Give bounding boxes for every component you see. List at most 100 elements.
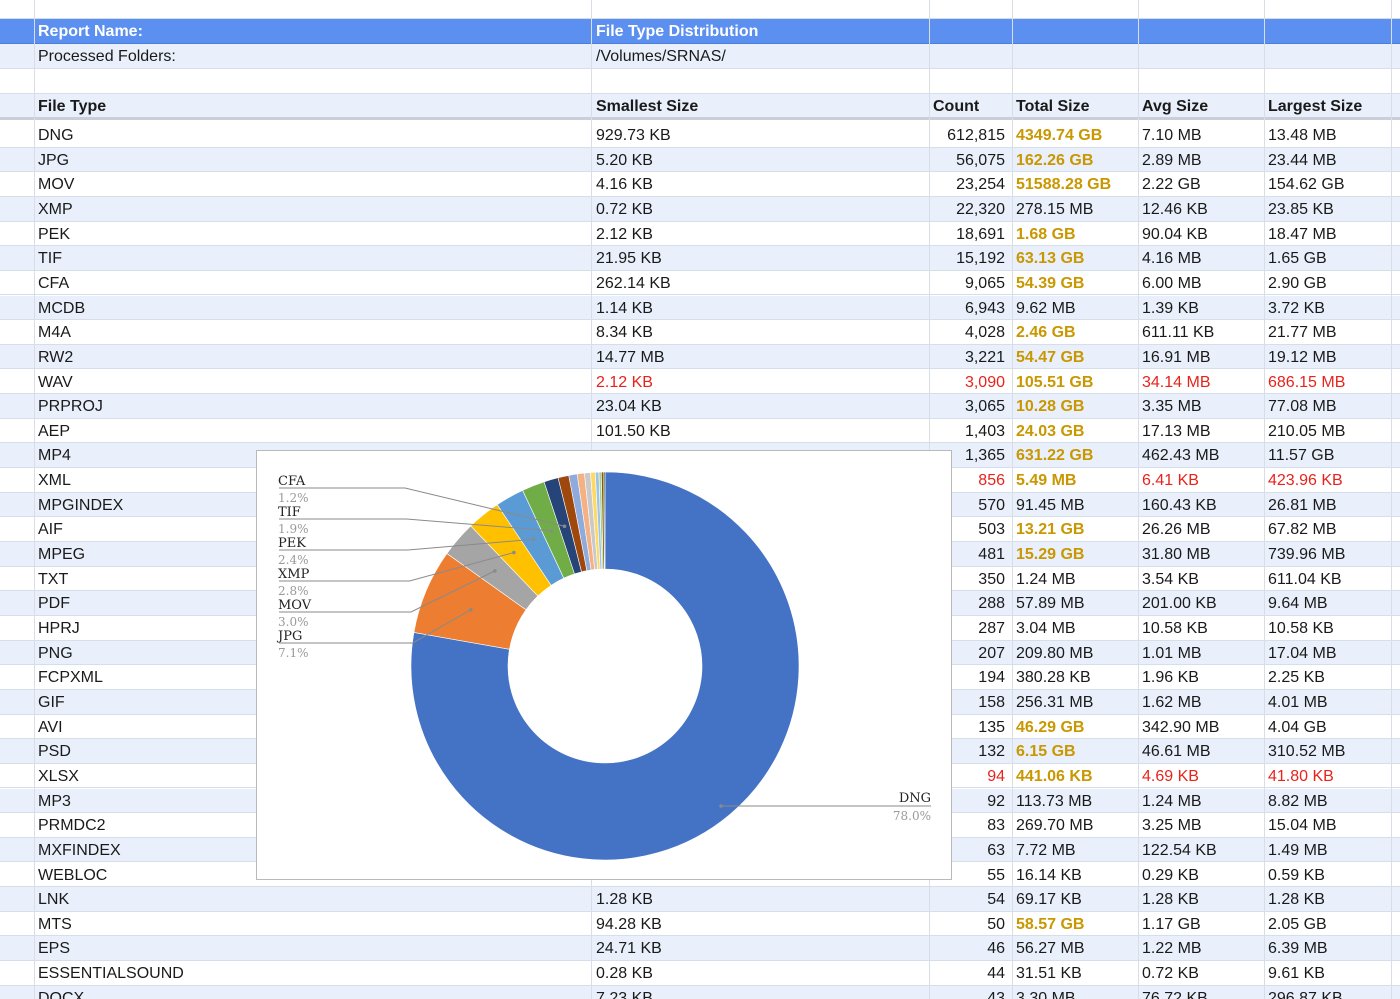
- table-row[interactable]: WEBLOC 55 16.14 KB 0.29 KB 0.59 KB: [0, 863, 1400, 888]
- col-header-largest-size[interactable]: Largest Size: [1268, 98, 1363, 115]
- largest-size-cell[interactable]: 23.85 KB: [1268, 200, 1334, 218]
- count-cell[interactable]: 503: [978, 521, 1005, 539]
- total-size-cell[interactable]: 54.39 GB: [1016, 274, 1085, 292]
- table-row[interactable]: LNK 1.28 KB 54 69.17 KB 1.28 KB 1.28 KB: [0, 887, 1400, 912]
- count-cell[interactable]: 6,943: [964, 299, 1005, 317]
- report-name-value[interactable]: File Type Distribution: [596, 23, 759, 40]
- total-size-cell[interactable]: 24.03 GB: [1016, 422, 1085, 440]
- largest-size-cell[interactable]: 2.25 KB: [1268, 669, 1325, 687]
- smallest-size-cell[interactable]: 2.12 KB: [596, 373, 653, 391]
- count-cell[interactable]: 50: [987, 915, 1005, 933]
- avg-size-cell[interactable]: 342.90 MB: [1142, 718, 1220, 736]
- avg-size-cell[interactable]: 6.41 KB: [1142, 472, 1199, 490]
- largest-size-cell[interactable]: 3.72 KB: [1268, 299, 1325, 317]
- file-type-cell[interactable]: XML: [38, 472, 71, 490]
- table-row[interactable]: PRPROJ 23.04 KB 3,065 10.28 GB 3.35 MB 77.08 …: [0, 394, 1400, 419]
- table-row[interactable]: TIF 21.95 KB 15,192 63.13 GB 4.16 MB 1.65 GB: [0, 246, 1400, 271]
- total-size-cell[interactable]: 58.57 GB: [1016, 915, 1085, 933]
- avg-size-cell[interactable]: 4.16 MB: [1142, 250, 1202, 268]
- count-cell[interactable]: 194: [978, 669, 1005, 687]
- smallest-size-cell[interactable]: 0.72 KB: [596, 200, 653, 218]
- table-row[interactable]: WAV 2.12 KB 3,090 105.51 GB 34.14 MB 686.15 M…: [0, 370, 1400, 395]
- file-type-cell[interactable]: FCPXML: [38, 669, 103, 687]
- count-cell[interactable]: 4,028: [964, 324, 1005, 342]
- table-row[interactable]: MCDB 1.14 KB 6,943 9.62 MB 1.39 KB 3.72 KB: [0, 295, 1400, 321]
- col-header-file-type[interactable]: File Type: [38, 98, 107, 115]
- total-size-cell[interactable]: 162.26 GB: [1016, 151, 1094, 169]
- avg-size-cell[interactable]: 2.22 GB: [1142, 176, 1201, 194]
- avg-size-cell[interactable]: 12.46 KB: [1142, 200, 1208, 218]
- col-header-avg-size[interactable]: Avg Size: [1142, 98, 1209, 115]
- file-type-cell[interactable]: PNG: [38, 644, 73, 662]
- avg-size-cell[interactable]: 1.17 GB: [1142, 915, 1201, 933]
- largest-size-cell[interactable]: 9.61 KB: [1268, 965, 1325, 983]
- file-type-cell[interactable]: RW2: [38, 348, 74, 366]
- avg-size-cell[interactable]: 201.00 KB: [1142, 595, 1217, 613]
- largest-size-cell[interactable]: 2.05 GB: [1268, 915, 1327, 933]
- total-size-cell[interactable]: 54.47 GB: [1016, 348, 1085, 366]
- file-type-cell[interactable]: XMP: [38, 200, 73, 218]
- largest-size-cell[interactable]: 4.04 GB: [1268, 718, 1327, 736]
- total-size-cell[interactable]: 209.80 MB: [1016, 644, 1094, 662]
- file-type-cell[interactable]: HPRJ: [38, 620, 80, 637]
- table-row[interactable]: AEP 101.50 KB 1,403 24.03 GB 17.13 MB 210.05 …: [0, 419, 1400, 444]
- total-size-cell[interactable]: 4349.74 GB: [1016, 127, 1103, 144]
- largest-size-cell[interactable]: 210.05 MB: [1268, 422, 1346, 440]
- count-cell[interactable]: 207: [978, 644, 1005, 662]
- avg-size-cell[interactable]: 6.00 MB: [1142, 274, 1202, 292]
- total-size-cell[interactable]: 10.28 GB: [1016, 398, 1085, 416]
- smallest-size-cell[interactable]: 1.28 KB: [596, 891, 653, 909]
- total-size-cell[interactable]: 9.62 MB: [1016, 299, 1076, 317]
- file-type-cell[interactable]: JPG: [38, 151, 70, 169]
- largest-size-cell[interactable]: 77.08 MB: [1268, 398, 1337, 416]
- largest-size-cell[interactable]: 8.82 MB: [1268, 792, 1328, 810]
- largest-size-cell[interactable]: 611.04 KB: [1268, 570, 1342, 588]
- smallest-size-cell[interactable]: 14.77 MB: [596, 348, 665, 366]
- processed-folders-label[interactable]: Processed Folders:: [38, 48, 176, 65]
- count-cell[interactable]: 3,065: [964, 398, 1005, 416]
- smallest-size-cell[interactable]: 8.34 KB: [596, 324, 653, 342]
- total-size-cell[interactable]: 56.27 MB: [1016, 940, 1085, 958]
- file-type-cell[interactable]: PSD: [38, 743, 71, 761]
- processed-folders-value[interactable]: /Volumes/SRNAS/: [596, 48, 726, 65]
- table-row[interactable]: PEK 2.12 KB 18,691 1.68 GB 90.04 KB 18.47 MB: [0, 222, 1400, 247]
- avg-size-cell[interactable]: 1.22 MB: [1142, 940, 1202, 958]
- avg-size-cell[interactable]: 1.39 KB: [1142, 299, 1199, 317]
- avg-size-cell[interactable]: 16.91 MB: [1142, 348, 1211, 366]
- count-cell[interactable]: 46: [987, 940, 1005, 958]
- total-size-cell[interactable]: 3.04 MB: [1016, 620, 1076, 637]
- file-type-cell[interactable]: XLSX: [38, 767, 79, 785]
- largest-size-cell[interactable]: 154.62 GB: [1268, 176, 1345, 194]
- file-type-cell[interactable]: DOCX: [38, 989, 85, 999]
- count-cell[interactable]: 43: [987, 989, 1005, 999]
- avg-size-cell[interactable]: 4.69 KB: [1142, 767, 1199, 785]
- smallest-size-cell[interactable]: 5.20 KB: [596, 151, 653, 169]
- total-size-cell[interactable]: 380.28 KB: [1016, 669, 1091, 687]
- table-row[interactable]: MTS 94.28 KB 50 58.57 GB 1.17 GB 2.05 GB: [0, 912, 1400, 937]
- count-cell[interactable]: 18,691: [956, 225, 1005, 243]
- file-type-cell[interactable]: MPEG: [38, 546, 86, 564]
- total-size-cell[interactable]: 105.51 GB: [1016, 373, 1094, 391]
- count-cell[interactable]: 132: [978, 743, 1005, 761]
- table-row[interactable]: XMP 0.72 KB 22,320 278.15 MB 12.46 KB 23.85 K…: [0, 196, 1400, 222]
- count-cell[interactable]: 23,254: [956, 176, 1005, 194]
- largest-size-cell[interactable]: 19.12 MB: [1268, 348, 1337, 366]
- count-cell[interactable]: 1,403: [964, 422, 1005, 440]
- avg-size-cell[interactable]: 7.10 MB: [1142, 127, 1202, 144]
- table-row[interactable]: CFA 262.14 KB 9,065 54.39 GB 6.00 MB 2.90 GB: [0, 271, 1400, 296]
- file-type-cell[interactable]: LNK: [38, 891, 70, 909]
- count-cell[interactable]: 92: [987, 792, 1005, 810]
- count-cell[interactable]: 56,075: [956, 151, 1005, 169]
- smallest-size-cell[interactable]: 2.12 KB: [596, 225, 653, 243]
- avg-size-cell[interactable]: 1.62 MB: [1142, 693, 1202, 711]
- count-cell[interactable]: 1,365: [964, 447, 1005, 465]
- file-type-cell[interactable]: MPGINDEX: [38, 496, 124, 514]
- count-cell[interactable]: 287: [978, 620, 1005, 637]
- largest-size-cell[interactable]: 67.82 MB: [1268, 521, 1337, 539]
- table-row[interactable]: DOCX 7.23 KB 43 3.30 MB 76.72 KB 296.87 KB: [0, 985, 1400, 999]
- smallest-size-cell[interactable]: 262.14 KB: [596, 274, 671, 292]
- largest-size-cell[interactable]: 6.39 MB: [1268, 940, 1328, 958]
- avg-size-cell[interactable]: 160.43 KB: [1142, 496, 1217, 514]
- file-type-cell[interactable]: DNG: [38, 127, 74, 144]
- total-size-cell[interactable]: 3.30 MB: [1016, 989, 1076, 999]
